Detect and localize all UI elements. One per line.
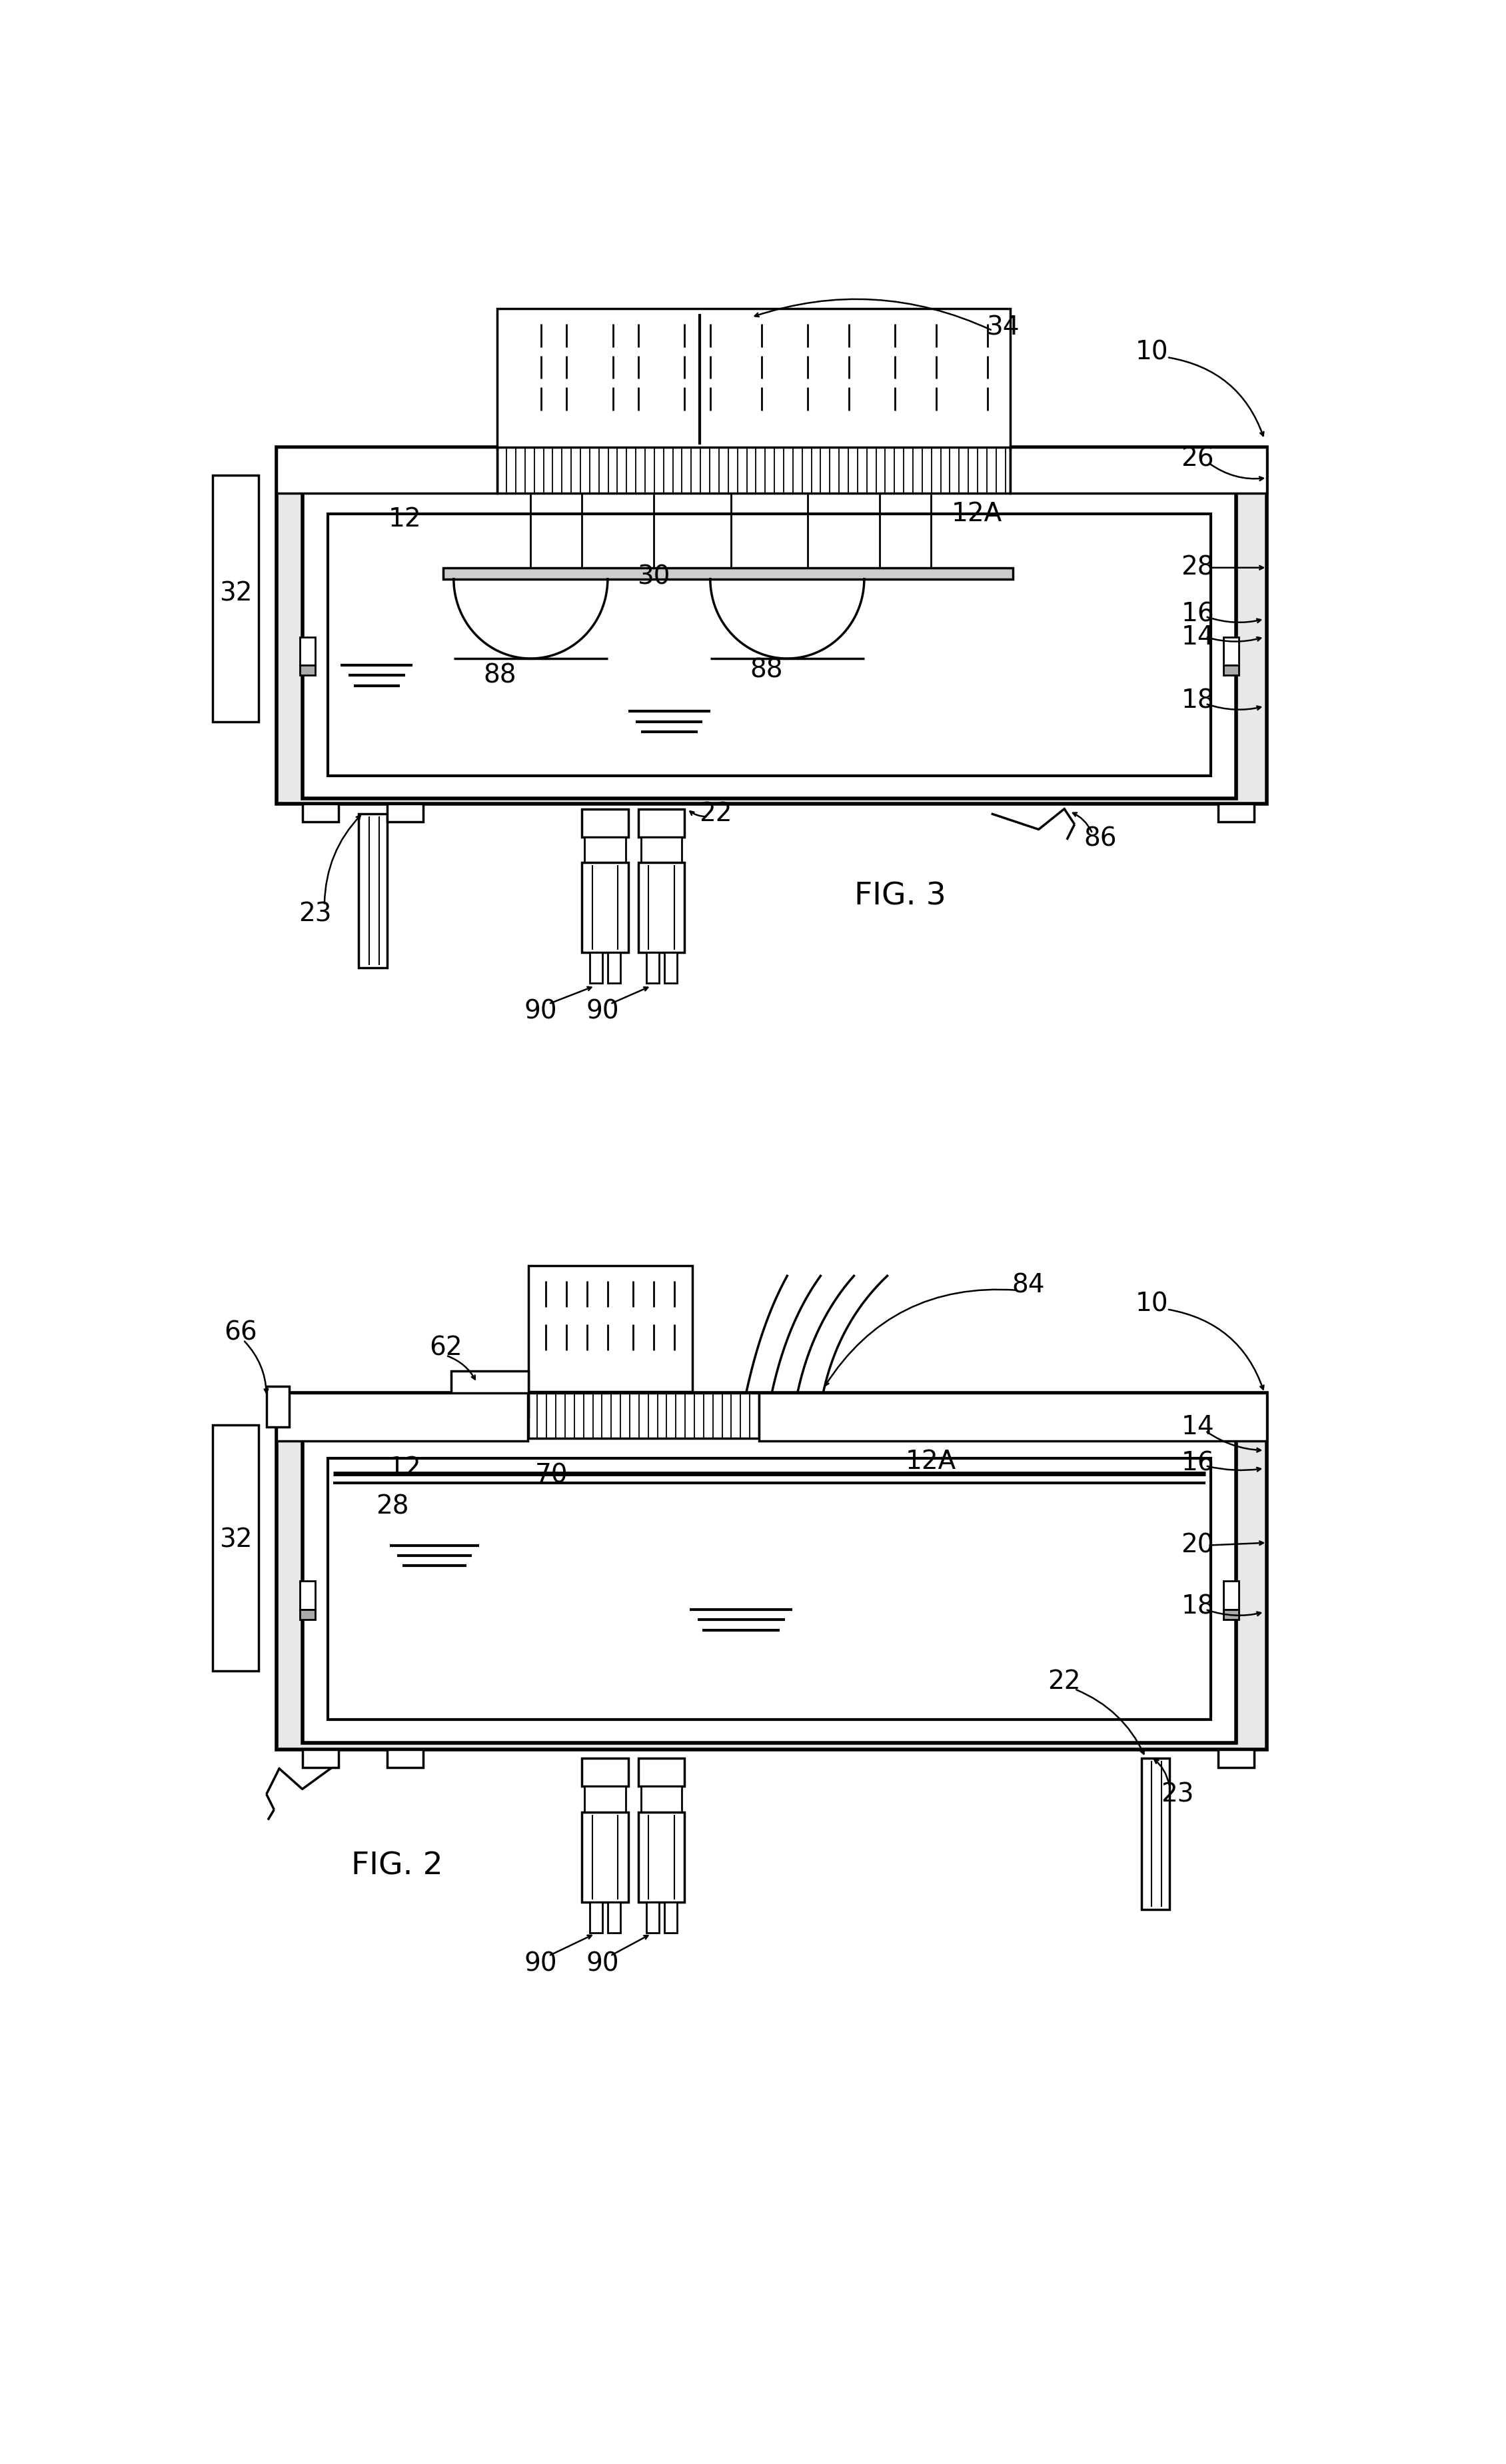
Bar	[590, 954, 602, 983]
Bar	[664, 1902, 676, 1932]
Bar	[358, 813, 387, 968]
Bar	[1218, 1749, 1254, 1767]
Text: 88: 88	[750, 658, 783, 683]
Bar	[581, 1759, 628, 1786]
Bar	[584, 1786, 625, 1811]
Bar	[443, 567, 1014, 579]
Text: 20: 20	[1181, 1533, 1214, 1557]
Text: 70: 70	[535, 1461, 568, 1488]
Bar	[277, 446, 1267, 803]
Text: 90: 90	[524, 998, 557, 1025]
Text: 23: 23	[298, 902, 331, 926]
Text: 32: 32	[220, 582, 252, 606]
Text: 12A: 12A	[952, 500, 1003, 527]
Text: 32: 32	[220, 1528, 252, 1552]
Bar	[303, 803, 339, 821]
Text: 90: 90	[586, 998, 619, 1025]
Bar	[277, 446, 497, 493]
Bar	[639, 1759, 685, 1786]
Text: 12: 12	[389, 505, 422, 532]
Bar	[387, 1749, 423, 1767]
Bar	[300, 1582, 315, 1609]
Text: FIG. 2: FIG. 2	[351, 1850, 443, 1880]
Text: 18: 18	[1181, 1594, 1214, 1619]
Bar	[664, 954, 676, 983]
Bar	[646, 1902, 660, 1932]
Bar	[497, 446, 1011, 493]
Bar	[1011, 446, 1267, 493]
Bar	[328, 515, 1211, 776]
Bar	[452, 1370, 529, 1417]
Text: 22: 22	[699, 801, 732, 825]
Bar	[1223, 1609, 1239, 1619]
Bar	[584, 838, 625, 862]
Text: 28: 28	[375, 1493, 408, 1520]
Bar	[300, 665, 315, 675]
Text: 62: 62	[429, 1335, 462, 1360]
Text: FIG. 3: FIG. 3	[854, 882, 946, 912]
Text: 34: 34	[986, 315, 1020, 340]
Bar	[581, 1811, 628, 1902]
Bar	[497, 308, 1011, 448]
Bar	[1223, 638, 1239, 665]
Bar	[328, 1459, 1211, 1720]
Bar	[212, 476, 259, 722]
Text: 10: 10	[1136, 1291, 1169, 1316]
Text: 14: 14	[1181, 623, 1214, 650]
Text: 16: 16	[1181, 601, 1214, 626]
Text: 84: 84	[1012, 1271, 1045, 1299]
Bar	[642, 838, 682, 862]
Bar	[639, 1811, 685, 1902]
Bar	[759, 1392, 1267, 1441]
Bar	[581, 808, 628, 838]
Bar	[303, 1434, 1236, 1742]
Bar	[607, 1902, 620, 1932]
Text: 12: 12	[389, 1456, 422, 1481]
Text: 90: 90	[524, 1951, 557, 1976]
Bar	[639, 808, 685, 838]
Bar	[529, 1392, 759, 1439]
Bar	[1218, 803, 1254, 821]
Text: 16: 16	[1181, 1451, 1214, 1476]
Bar	[581, 862, 628, 954]
Bar	[1223, 1582, 1239, 1609]
Text: 88: 88	[483, 663, 517, 687]
Bar	[387, 803, 423, 821]
Bar	[277, 1392, 1267, 1749]
Bar	[267, 1387, 289, 1427]
Bar	[642, 1786, 682, 1811]
Bar	[590, 1902, 602, 1932]
Text: 18: 18	[1181, 687, 1214, 715]
Bar	[277, 1392, 529, 1441]
Bar	[212, 1424, 259, 1671]
Text: 14: 14	[1181, 1414, 1214, 1439]
Bar	[646, 954, 660, 983]
Text: 66: 66	[224, 1321, 258, 1345]
Bar	[300, 638, 315, 665]
Bar	[639, 862, 685, 954]
Bar	[300, 1609, 315, 1619]
Text: 30: 30	[637, 564, 670, 589]
Bar	[1223, 665, 1239, 675]
Text: 10: 10	[1136, 340, 1169, 365]
Bar	[1142, 1759, 1170, 1910]
Bar	[607, 954, 620, 983]
Bar	[303, 1749, 339, 1767]
Bar	[303, 490, 1236, 798]
Text: 26: 26	[1181, 446, 1214, 471]
Text: 23: 23	[1161, 1781, 1194, 1806]
Text: 12A: 12A	[905, 1449, 956, 1473]
Text: 90: 90	[586, 1951, 619, 1976]
Text: 28: 28	[1181, 554, 1214, 582]
Bar	[529, 1266, 693, 1392]
Text: 86: 86	[1084, 825, 1117, 850]
Text: 22: 22	[1048, 1668, 1081, 1693]
